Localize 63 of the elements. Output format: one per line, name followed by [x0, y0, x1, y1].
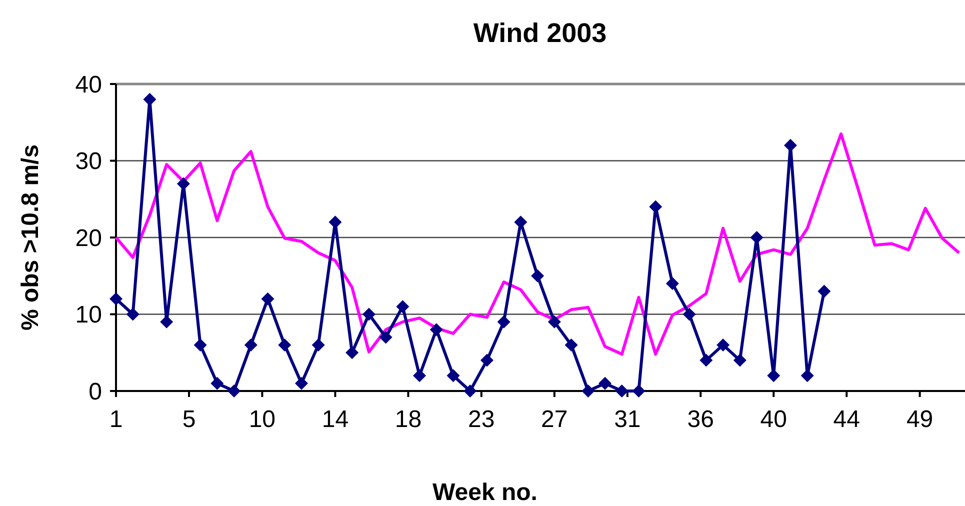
chart-title: Wind 2003 [473, 18, 607, 48]
x-tick-label: 36 [687, 406, 714, 433]
point [564, 338, 578, 352]
y-tick-label: 40 [75, 71, 102, 98]
x-tick-label: 23 [468, 406, 495, 433]
y-tick-label: 20 [75, 224, 102, 252]
point [379, 330, 392, 344]
point [716, 338, 730, 352]
x-tick-label: 27 [541, 406, 568, 433]
point [228, 384, 241, 398]
point [800, 369, 814, 382]
point [446, 369, 460, 382]
x-axis-title: Week no. [432, 479, 538, 506]
point [733, 354, 746, 367]
x-tick-label: 14 [322, 406, 349, 433]
y-axis-title: % obs >10.8 m/s [17, 144, 44, 331]
y-tick-label: 0 [88, 378, 102, 406]
point [649, 200, 662, 214]
point [328, 216, 342, 229]
point [632, 384, 646, 398]
point [582, 384, 595, 398]
x-tick-label: 18 [394, 406, 422, 433]
x-tick-label: 40 [760, 406, 787, 433]
point [531, 269, 544, 282]
x-tick-label: 49 [906, 406, 934, 433]
point [784, 138, 797, 152]
x-tick-label: 10 [248, 406, 276, 433]
point [110, 292, 122, 306]
point [210, 376, 224, 390]
point [480, 354, 494, 367]
point [312, 338, 325, 352]
point [497, 315, 510, 328]
point [818, 284, 831, 298]
point [362, 308, 376, 321]
y-tick-label: 30 [75, 148, 102, 176]
point [615, 384, 628, 398]
point [413, 369, 426, 382]
point [682, 308, 696, 321]
point [598, 376, 612, 390]
point [176, 177, 190, 190]
point [700, 354, 713, 367]
point [278, 338, 292, 352]
point [244, 338, 258, 352]
point [261, 292, 274, 306]
point [430, 323, 443, 336]
point [126, 308, 140, 321]
x-tick-label: 31 [614, 406, 641, 433]
point [143, 92, 156, 106]
point [666, 277, 679, 290]
x-tick-label: 44 [833, 406, 860, 433]
point [294, 376, 308, 390]
point [767, 369, 780, 382]
point [396, 300, 410, 314]
point [464, 384, 477, 398]
point [346, 346, 359, 360]
y-tick-label: 10 [75, 302, 102, 329]
point [548, 315, 561, 328]
point [194, 338, 207, 352]
point [160, 315, 174, 328]
x-tick-label: 5 [182, 406, 196, 433]
x-tick-label: 1 [109, 406, 123, 433]
point [750, 231, 764, 244]
line-series [114, 132, 961, 356]
